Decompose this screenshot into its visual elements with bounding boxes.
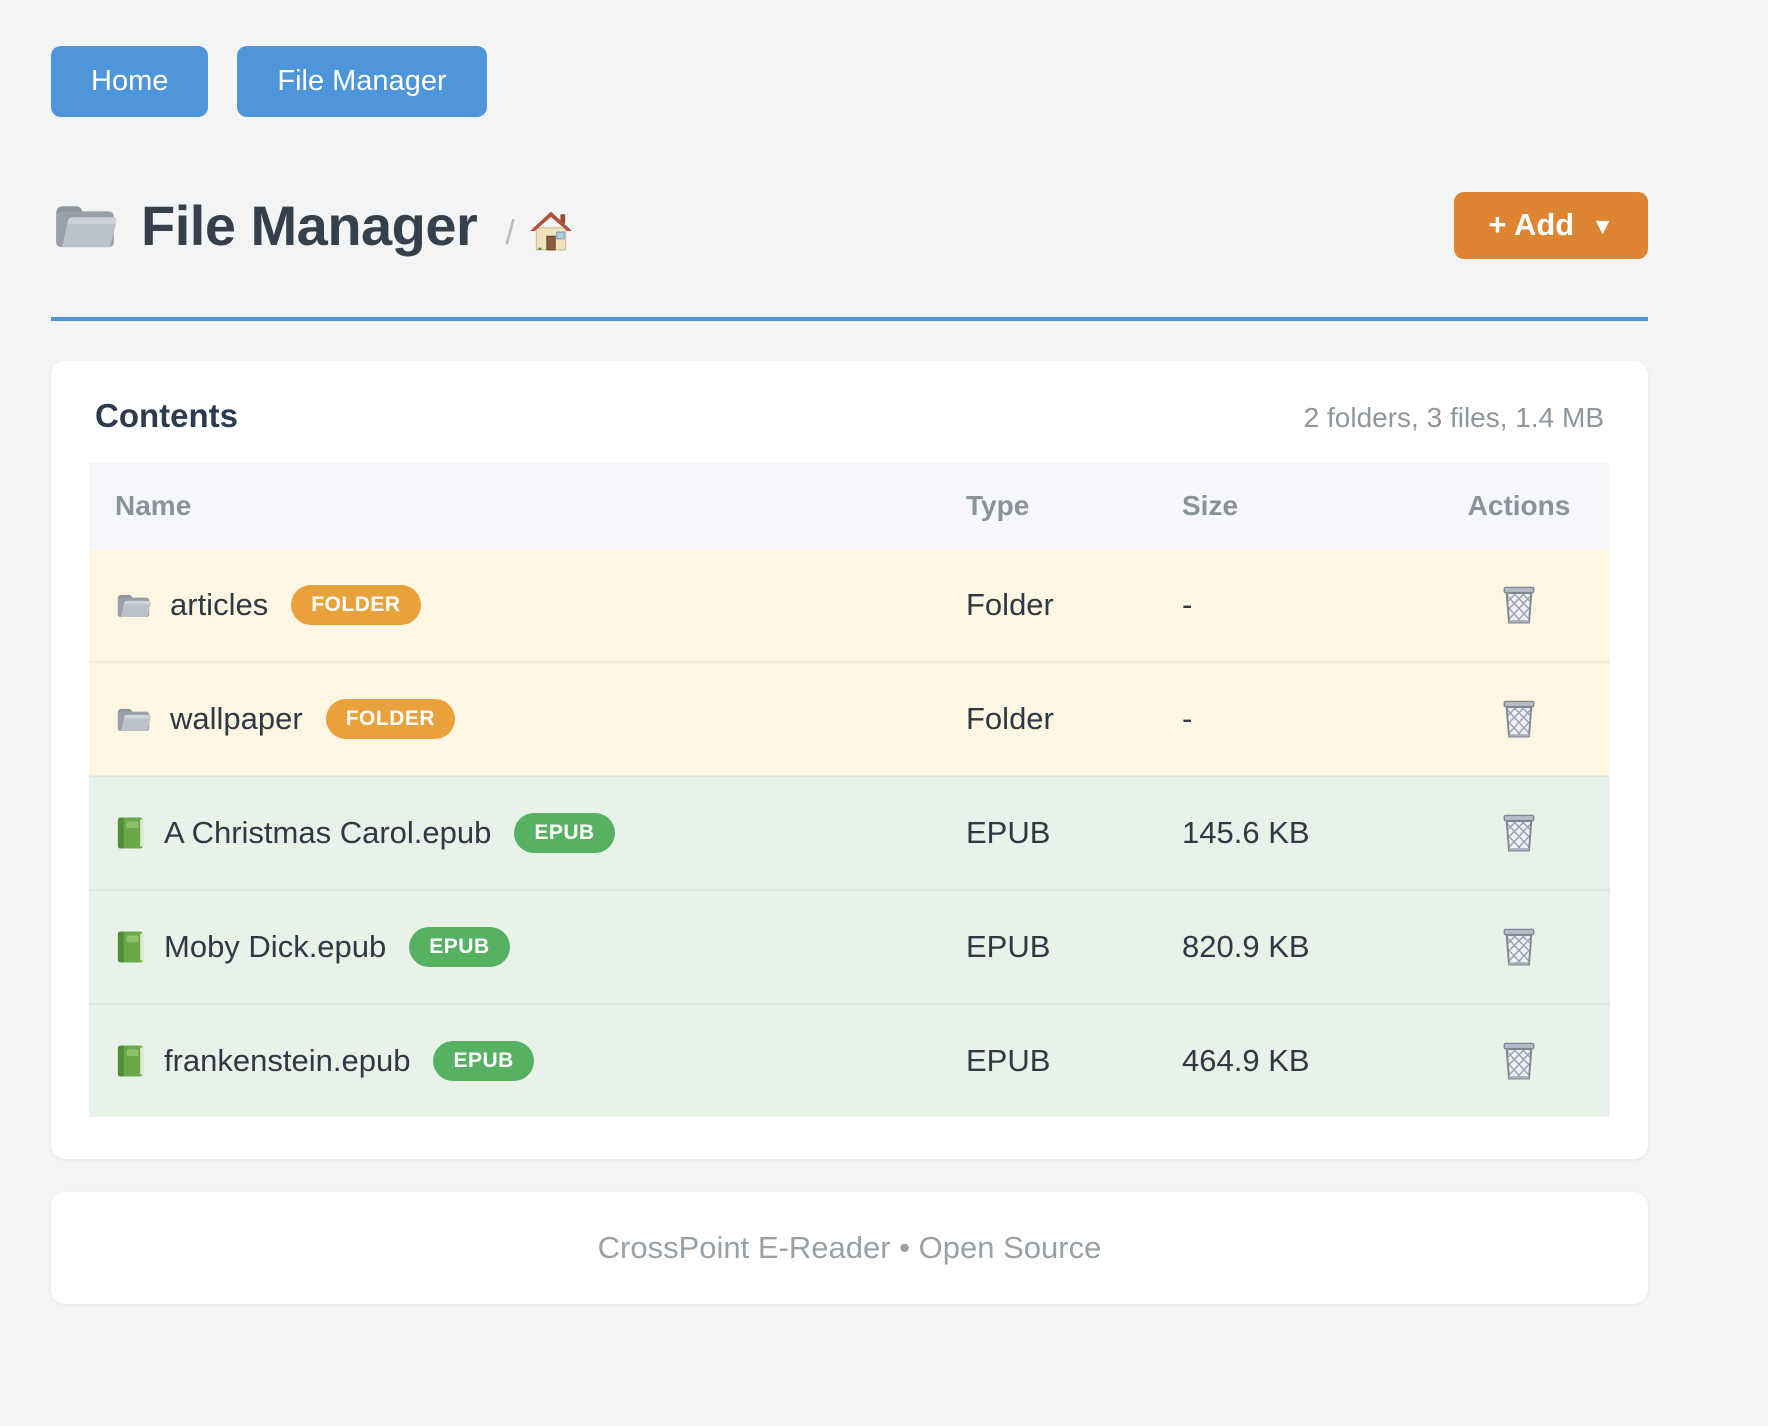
- item-size: -: [1156, 661, 1428, 776]
- page-title: File Manager: [141, 193, 478, 257]
- nav-file-manager-button[interactable]: File Manager: [237, 46, 487, 117]
- type-badge: FOLDER: [325, 699, 456, 739]
- add-button[interactable]: + Add ▼: [1454, 191, 1648, 259]
- type-badge: EPUB: [514, 813, 615, 853]
- page: Home File Manager File Manager / + Add ▼…: [51, 46, 1648, 1304]
- delete-button[interactable]: [1496, 1035, 1542, 1086]
- column-header-type: Type: [940, 463, 1156, 549]
- contents-card: Contents 2 folders, 3 files, 1.4 MB Name…: [51, 361, 1648, 1159]
- top-nav: Home File Manager: [51, 46, 1648, 117]
- nav-home-button[interactable]: Home: [51, 46, 209, 117]
- folder-icon: [115, 589, 152, 621]
- trash-icon: [1500, 583, 1538, 626]
- contents-card-header: Contents 2 folders, 3 files, 1.4 MB: [89, 397, 1610, 435]
- delete-button[interactable]: [1496, 579, 1542, 630]
- trash-icon: [1500, 1039, 1538, 1082]
- folder-icon: [115, 703, 152, 735]
- accent-rule: [51, 317, 1648, 321]
- item-type: Folder: [940, 661, 1156, 776]
- page-header: File Manager / + Add ▼: [51, 179, 1648, 271]
- folder-icon: [51, 196, 119, 254]
- item-name: articles: [170, 587, 269, 622]
- item-size: 145.6 KB: [1156, 775, 1428, 890]
- trash-icon: [1500, 925, 1538, 968]
- item-type: EPUB: [940, 889, 1156, 1004]
- book-icon: [115, 1043, 146, 1079]
- contents-summary: 2 folders, 3 files, 1.4 MB: [1303, 402, 1604, 433]
- item-type: EPUB: [940, 775, 1156, 890]
- column-header-actions: Actions: [1428, 463, 1610, 549]
- delete-button[interactable]: [1496, 807, 1542, 858]
- table-row[interactable]: frankenstein.epub EPUB EPUB 464.9 KB: [89, 1003, 1610, 1117]
- item-size: -: [1156, 549, 1428, 662]
- table-header-row: Name Type Size Actions: [89, 463, 1610, 549]
- book-icon: [115, 815, 146, 851]
- page-title-row: File Manager: [51, 193, 478, 258]
- type-badge: FOLDER: [291, 585, 421, 625]
- item-name: frankenstein.epub: [164, 1043, 411, 1078]
- item-name: Moby Dick.epub: [164, 929, 387, 964]
- column-header-size: Size: [1156, 463, 1428, 549]
- home-icon: [529, 210, 573, 252]
- trash-icon: [1500, 811, 1538, 854]
- table-row[interactable]: A Christmas Carol.epub EPUB EPUB 145.6 K…: [89, 775, 1610, 890]
- breadcrumb-home-link[interactable]: [529, 210, 573, 257]
- column-header-name: Name: [89, 463, 940, 549]
- table-row[interactable]: articles FOLDER Folder -: [89, 549, 1610, 662]
- contents-heading: Contents: [95, 397, 238, 434]
- footer-text: CrossPoint E-Reader • Open Source: [597, 1230, 1102, 1265]
- delete-button[interactable]: [1496, 921, 1542, 972]
- breadcrumb-separator: /: [505, 213, 515, 252]
- item-type: Folder: [940, 549, 1156, 662]
- item-name: wallpaper: [170, 701, 303, 736]
- add-button-label: + Add: [1488, 207, 1575, 242]
- item-name: A Christmas Carol.epub: [164, 815, 492, 850]
- caret-down-icon: ▼: [1591, 213, 1614, 239]
- book-icon: [115, 929, 146, 965]
- type-badge: EPUB: [433, 1041, 534, 1081]
- footer: CrossPoint E-Reader • Open Source: [51, 1192, 1648, 1304]
- delete-button[interactable]: [1496, 693, 1542, 744]
- item-type: EPUB: [940, 1003, 1156, 1117]
- table-row[interactable]: wallpaper FOLDER Folder -: [89, 661, 1610, 776]
- type-badge: EPUB: [409, 927, 510, 967]
- item-size: 464.9 KB: [1156, 1003, 1428, 1117]
- item-size: 820.9 KB: [1156, 889, 1428, 1004]
- table-row[interactable]: Moby Dick.epub EPUB EPUB 820.9 KB: [89, 889, 1610, 1004]
- breadcrumb: /: [505, 210, 572, 257]
- trash-icon: [1500, 697, 1538, 740]
- file-table: Name Type Size Actions articles FOLDER: [89, 463, 1610, 1117]
